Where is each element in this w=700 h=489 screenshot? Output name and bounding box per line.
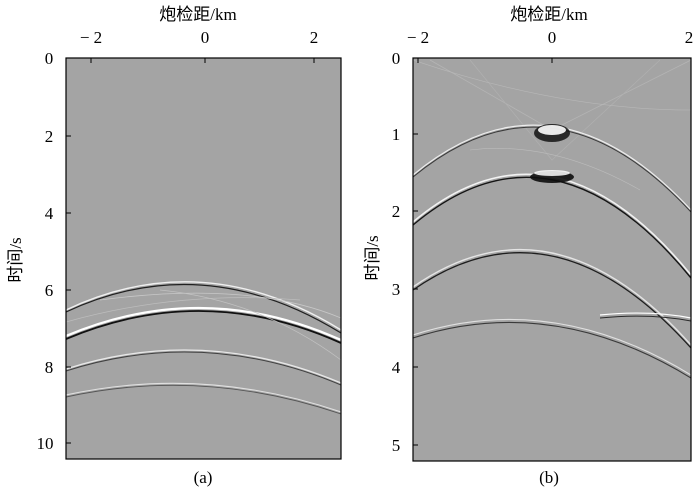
panel-b-caption: (b) bbox=[539, 468, 559, 487]
panel-a-events bbox=[66, 281, 341, 415]
panel-a-x-title: 炮检距/km bbox=[159, 5, 236, 24]
panel-b-ticks bbox=[413, 58, 553, 446]
panel-a: 炮检距/km − 2 0 2 0 bbox=[6, 5, 342, 487]
panel-b-x-title: 炮检距/km bbox=[510, 5, 587, 24]
panel-b-y-tick-3: 2 bbox=[392, 202, 401, 221]
panel-a-y-tick-5: 8 bbox=[45, 358, 54, 377]
panel-b-x-tick-3: 2 bbox=[685, 28, 694, 47]
panel-b: 炮检距/km − 2 0 2 bbox=[363, 5, 693, 487]
panel-b-plot-area bbox=[413, 58, 691, 461]
panel-a-y-tick-6: 10 bbox=[37, 434, 54, 453]
panel-a-caption: (a) bbox=[194, 468, 213, 487]
panel-b-y-tick-4: 3 bbox=[392, 280, 401, 299]
panel-a-plot-area bbox=[66, 58, 341, 459]
panel-a-y-tick-1: 0 bbox=[45, 49, 54, 68]
panel-a-x-tick-2: 0 bbox=[201, 28, 210, 47]
panel-a-y-tick-3: 4 bbox=[45, 204, 54, 223]
panel-a-y-title: 时间/s bbox=[6, 237, 25, 282]
panel-b-y-tick-6: 5 bbox=[392, 436, 401, 455]
panel-b-x-tick-1: − 2 bbox=[407, 28, 429, 47]
panel-a-y-tick-4: 6 bbox=[45, 281, 54, 300]
panel-b-event-apex-2-light bbox=[534, 170, 570, 176]
panel-b-y-tick-2: 1 bbox=[392, 125, 401, 144]
panel-a-frame bbox=[65, 57, 342, 460]
panel-b-x-tick-2: 0 bbox=[548, 28, 557, 47]
panel-b-y-tick-5: 4 bbox=[392, 358, 401, 377]
panel-b-event-apex-1-light bbox=[538, 125, 566, 135]
panel-a-y-tick-2: 2 bbox=[45, 127, 54, 146]
panel-a-ticks bbox=[66, 58, 315, 444]
panel-b-y-tick-1: 0 bbox=[392, 49, 401, 68]
panel-b-y-title: 时间/s bbox=[363, 235, 382, 280]
panel-a-x-tick-3: 2 bbox=[310, 28, 319, 47]
panel-a-x-tick-1: − 2 bbox=[80, 28, 102, 47]
